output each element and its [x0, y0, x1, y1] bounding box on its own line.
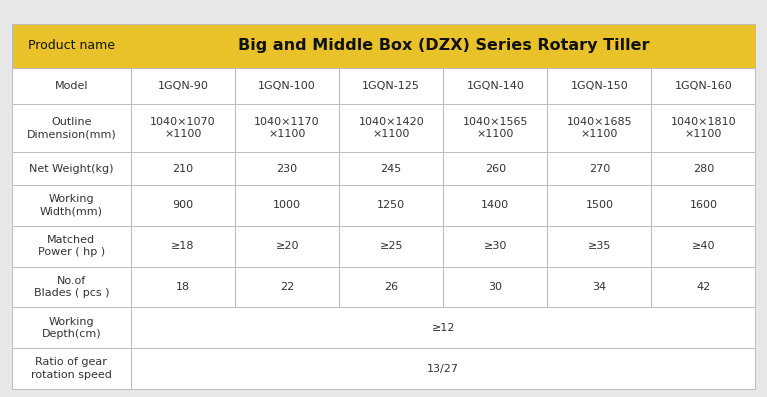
Text: ≥20: ≥20 [275, 241, 299, 251]
Bar [339, 67, 443, 104]
Bar [339, 226, 443, 267]
Text: ≥35: ≥35 [588, 241, 611, 251]
Bar [651, 185, 755, 226]
Text: 245: 245 [380, 164, 402, 173]
Bar [131, 226, 235, 267]
Text: No.of
Blades ( pcs ): No.of Blades ( pcs ) [34, 276, 109, 298]
Text: ≥18: ≥18 [171, 241, 195, 251]
Bar [548, 185, 651, 226]
Text: 1500: 1500 [585, 200, 614, 210]
Bar [12, 104, 131, 152]
Bar [12, 307, 131, 348]
Text: 1000: 1000 [273, 200, 301, 210]
Bar [548, 67, 651, 104]
Bar [235, 226, 339, 267]
Text: 18: 18 [176, 282, 190, 292]
Bar [131, 348, 755, 389]
Text: 260: 260 [485, 164, 506, 173]
Text: ≥12: ≥12 [432, 323, 455, 333]
Text: 30: 30 [489, 282, 502, 292]
Bar [339, 267, 443, 307]
Bar [131, 307, 755, 348]
Bar [548, 104, 651, 152]
Bar [12, 348, 131, 389]
Text: 1250: 1250 [377, 200, 405, 210]
Bar [235, 67, 339, 104]
Text: 1040×1565
×1100: 1040×1565 ×1100 [463, 117, 528, 139]
Text: 1GQN-160: 1GQN-160 [675, 81, 732, 91]
Text: 280: 280 [693, 164, 714, 173]
Text: 270: 270 [589, 164, 610, 173]
Bar [131, 267, 235, 307]
Text: Ratio of gear
rotation speed: Ratio of gear rotation speed [31, 357, 112, 380]
Text: Big and Middle Box (DZX) Series Rotary Tiller: Big and Middle Box (DZX) Series Rotary T… [238, 38, 649, 53]
Bar [443, 152, 548, 185]
Bar [651, 104, 755, 152]
Bar [235, 104, 339, 152]
Text: 900: 900 [173, 200, 193, 210]
Bar [443, 104, 548, 152]
Text: 26: 26 [384, 282, 398, 292]
Bar [12, 152, 131, 185]
Text: 1040×1070
×1100: 1040×1070 ×1100 [150, 117, 216, 139]
Bar [12, 226, 131, 267]
Text: 1040×1685
×1100: 1040×1685 ×1100 [567, 117, 632, 139]
Bar [12, 185, 131, 226]
Text: 1040×1170
×1100: 1040×1170 ×1100 [255, 117, 320, 139]
Bar [651, 267, 755, 307]
Text: Working
Width(mm): Working Width(mm) [40, 194, 103, 217]
Text: Model: Model [54, 81, 88, 91]
Text: 34: 34 [592, 282, 607, 292]
Text: Matched
Power ( hp ): Matched Power ( hp ) [38, 235, 105, 257]
Text: 42: 42 [696, 282, 710, 292]
Text: Outline
Dimension(mm): Outline Dimension(mm) [26, 117, 116, 139]
Bar [548, 226, 651, 267]
Bar [339, 185, 443, 226]
Bar [235, 152, 339, 185]
Text: Net Weight(kg): Net Weight(kg) [29, 164, 114, 173]
Text: 22: 22 [280, 282, 295, 292]
Bar [651, 152, 755, 185]
Bar [443, 267, 548, 307]
Text: 13/27: 13/27 [427, 364, 459, 374]
Bar [443, 226, 548, 267]
Bar [12, 24, 131, 67]
Bar [131, 67, 235, 104]
Text: 210: 210 [173, 164, 193, 173]
Bar [12, 67, 131, 104]
Text: 1400: 1400 [481, 200, 509, 210]
Bar [651, 67, 755, 104]
Text: 1GQN-140: 1GQN-140 [466, 81, 524, 91]
Bar [443, 185, 548, 226]
Bar [131, 104, 235, 152]
Bar [548, 152, 651, 185]
Bar [131, 24, 755, 67]
Text: 1GQN-150: 1GQN-150 [571, 81, 628, 91]
Bar [548, 267, 651, 307]
Bar [235, 185, 339, 226]
Text: 230: 230 [277, 164, 298, 173]
Text: 1040×1420
×1100: 1040×1420 ×1100 [358, 117, 424, 139]
Bar [235, 267, 339, 307]
Bar [131, 152, 235, 185]
Bar [12, 267, 131, 307]
Text: 1GQN-90: 1GQN-90 [157, 81, 209, 91]
Bar [339, 152, 443, 185]
Bar [131, 185, 235, 226]
Text: 1GQN-100: 1GQN-100 [258, 81, 316, 91]
Bar [651, 226, 755, 267]
Text: ≥25: ≥25 [380, 241, 403, 251]
Text: Product name: Product name [28, 39, 115, 52]
Text: 1600: 1600 [690, 200, 717, 210]
Bar [443, 67, 548, 104]
Bar [339, 104, 443, 152]
Text: ≥30: ≥30 [484, 241, 507, 251]
Text: 1040×1810
×1100: 1040×1810 ×1100 [670, 117, 736, 139]
Text: Working
Depth(cm): Working Depth(cm) [41, 317, 101, 339]
Text: ≥40: ≥40 [692, 241, 715, 251]
Text: 1GQN-125: 1GQN-125 [362, 81, 420, 91]
